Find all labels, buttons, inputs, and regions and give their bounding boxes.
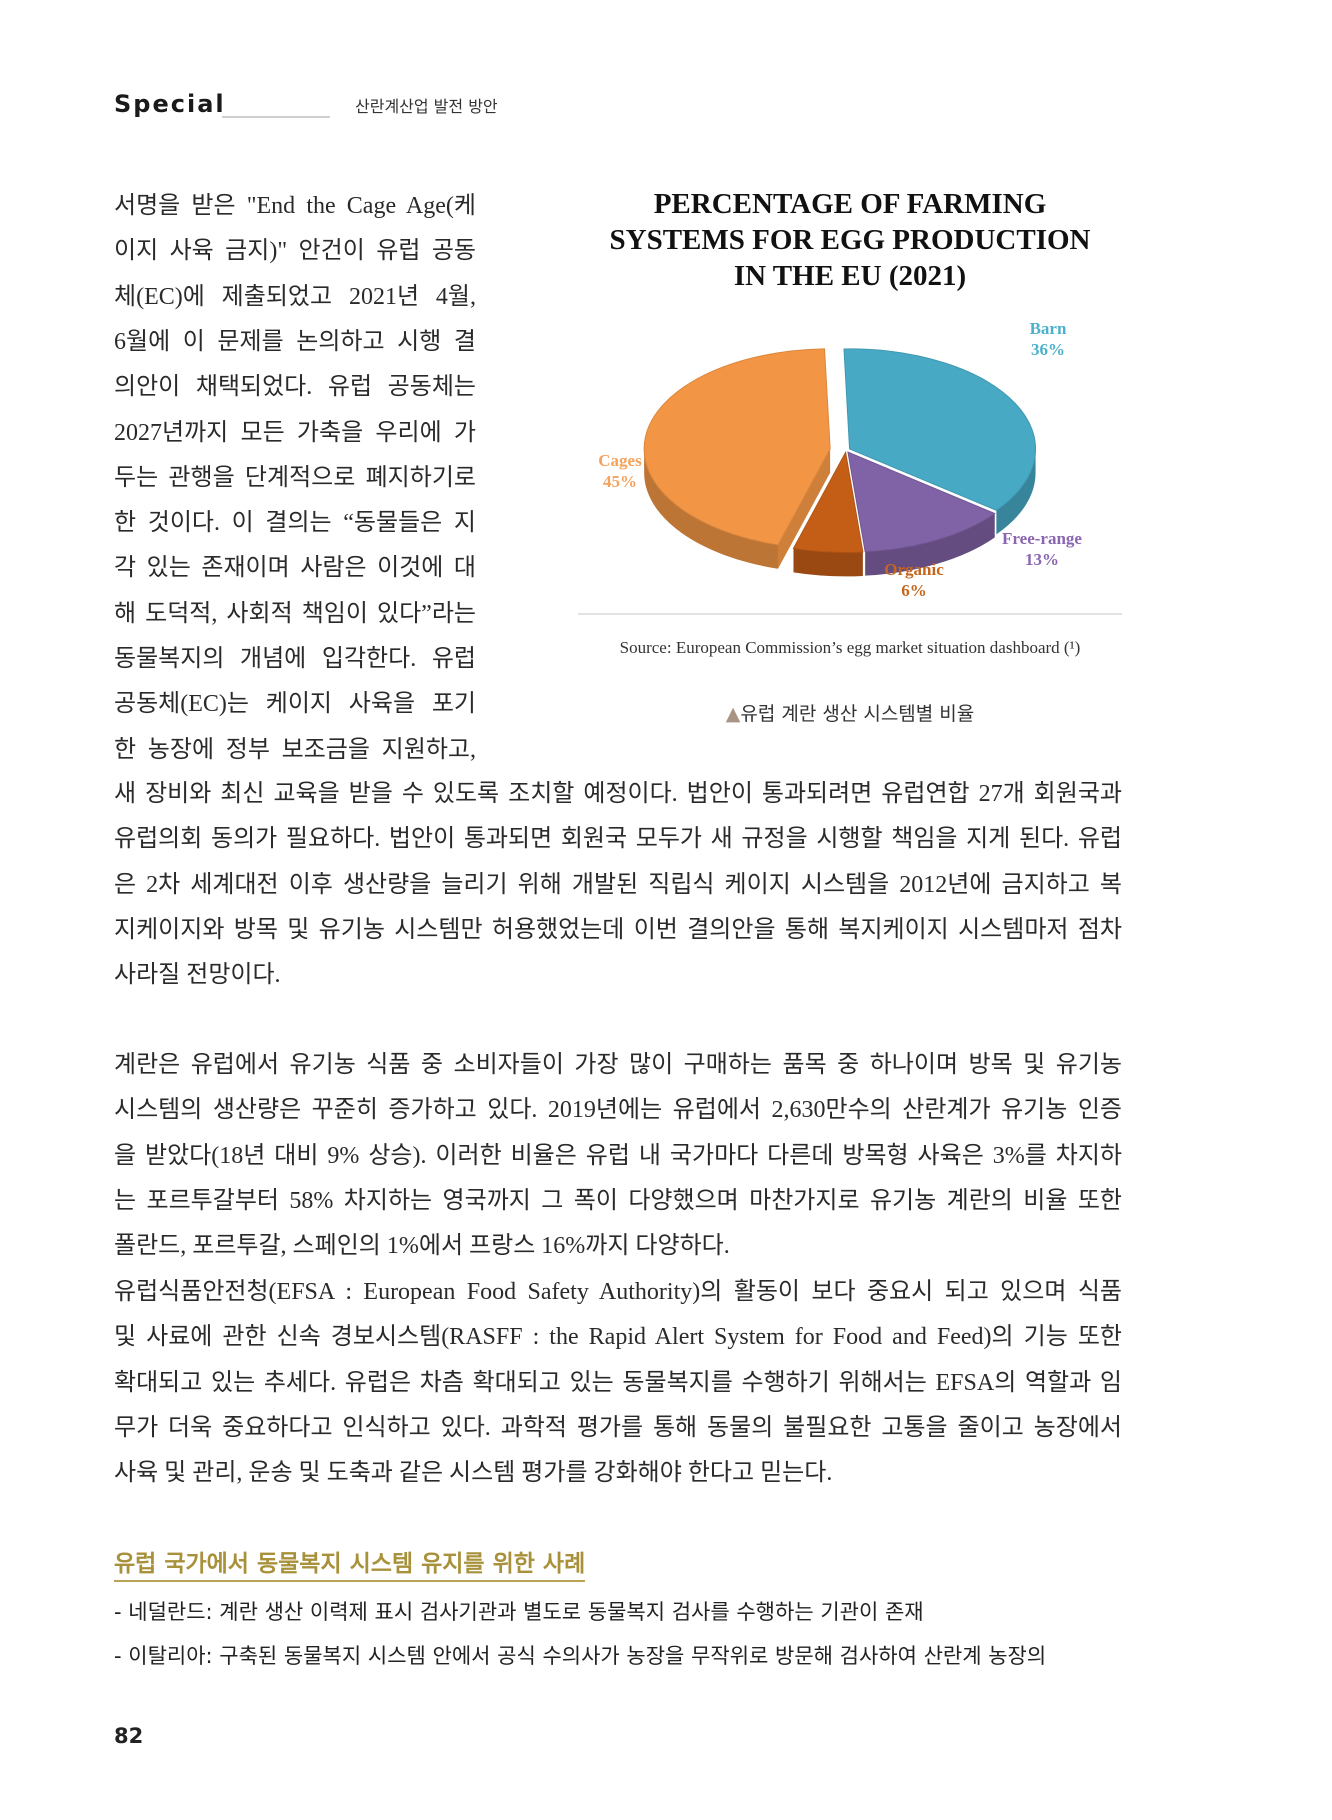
text-line: 해 도덕적, 사회적 책임이 있다”라는 <box>114 600 476 627</box>
text-line: 한 것이다. 이 결의는 “동물들은 지 <box>114 510 476 537</box>
pie-slice-wall-cages <box>777 448 831 569</box>
text-line: 6월에 이 문제를 논의하고 시행 결 <box>114 328 476 355</box>
pie-value-organic: 6% <box>901 581 927 600</box>
figure-caption: ▲유럽 계란 생산 시스템별 비율 <box>578 699 1122 726</box>
pie-value-free-range: 13% <box>1025 550 1059 569</box>
chart-source: Source: European Commission’s egg market… <box>619 638 1081 657</box>
pie-slice-side-cages <box>644 448 778 569</box>
pie-slice-side-organic <box>793 548 863 577</box>
running-header-title: 산란계산업 발전 방안 <box>355 97 498 116</box>
text-line: 지케이지와 방목 및 유기농 시스템만 허용했었는데 이번 결의안을 통해 복지… <box>114 916 1122 943</box>
page-number: 82 <box>114 1724 144 1748</box>
text-line: 새 장비와 최신 교육을 받을 수 있도록 조치할 예정이다. 법안이 통과되려… <box>114 781 1122 807</box>
figure-divider <box>578 613 1122 615</box>
pie-label-free-range: Free-range <box>1002 529 1082 548</box>
chart-title-line: IN THE EU (2021) <box>733 260 967 292</box>
chart-title: PERCENTAGE OF FARMING SYSTEMS FOR EGG PR… <box>578 186 1122 294</box>
text-line: 은 2차 세계대전 이후 생산량을 늘리기 위해 개발된 직립식 케이지 시스템… <box>114 871 1122 898</box>
text-line: 서명을 받은 "End the Cage Age(케 <box>114 193 476 219</box>
pie-label-organic: Organic <box>884 560 944 579</box>
case-item-italy: - 이탈리아: 구축된 동물복지 시스템 안에서 공식 수의사가 농장을 무작위… <box>114 1644 1047 1668</box>
text-line: 무가 더욱 중요하다고 인식하고 있다. 과학적 평가를 통해 동물의 불필요한… <box>114 1414 1122 1441</box>
text-line: 사라질 전망이다. <box>114 962 281 989</box>
text-line: 는 포르투갈부터 58% 차지하는 영국까지 그 폭이 다양했으며 마찬가지로 … <box>114 1187 1122 1214</box>
pie-slice-free-range <box>847 451 996 553</box>
triangle-up-icon: ▲ <box>725 703 741 725</box>
text-line: 각 있는 존재이며 사람은 이것에 대 <box>114 555 476 582</box>
pie-label-cages: Cages <box>598 451 642 470</box>
text-line: 공동체(EC)는 케이지 사육을 포기 <box>114 691 476 718</box>
case-item-netherlands: - 네덜란드: 계란 생산 이력제 표시 검사기관과 별도로 동물복지 검사를 … <box>114 1600 924 1624</box>
text-line: 동물복지의 개념에 입각한다. 유럽 <box>114 646 476 672</box>
pie-label-barn: Barn <box>1030 319 1067 338</box>
section-heading: 유럽 국가에서 동물복지 시스템 유지를 위한 사례 <box>114 1544 586 1582</box>
text-line: 한 농장에 정부 보조금을 지원하고, <box>114 736 476 763</box>
text-line: 을 받았다(18년 대비 9% 상승). 이러한 비율은 유럽 내 국가마다 다… <box>114 1142 1122 1169</box>
section-label: Special <box>114 90 226 118</box>
header-divider <box>222 116 330 118</box>
pie-slice-cages <box>643 348 831 546</box>
pie-slice-barn <box>843 348 1037 511</box>
text-line: 유럽의회 동의가 필요하다. 법안이 통과되면 회원국 모두가 새 규정을 시행… <box>114 826 1122 853</box>
text-line: 체(EC)에 제출되었고 2021년 4월, <box>114 283 476 310</box>
chart-title-line: PERCENTAGE OF FARMING <box>653 188 1047 220</box>
text-line: 의안이 채택되었다. 유럽 공동체는 <box>114 374 476 401</box>
pie-slice-side-barn <box>996 448 1036 535</box>
chart-title-line: SYSTEMS FOR EGG PRODUCTION <box>609 224 1091 256</box>
pie-slice-side-free-range <box>865 513 995 576</box>
text-line: 2027년까지 모든 가축을 우리에 가 <box>114 419 476 446</box>
text-line: 계란은 유럽에서 유기농 식품 중 소비자들이 가장 많이 구매하는 품목 중 … <box>114 1052 1122 1078</box>
text-line: 시스템의 생산량은 꾸준히 증가하고 있다. 2019년에는 유럽에서 2,63… <box>114 1097 1122 1124</box>
text-line: 및 사료에 관한 신속 경보시스템(RASFF : the Rapid Aler… <box>114 1324 1122 1351</box>
text-line: 이지 사육 금지)" 안건이 유럽 공동 <box>114 238 476 265</box>
text-line: 폴란드, 포르투갈, 스페인의 1%에서 프랑스 16%까지 다양하다. <box>114 1233 730 1260</box>
pie-slice-organic <box>792 450 864 553</box>
text-line: 확대되고 있는 추세다. 유럽은 차츰 확대되고 있는 동물복지를 수행하기 위… <box>114 1369 1122 1396</box>
pie-value-barn: 36% <box>1031 340 1065 359</box>
caption-text: 유럽 계란 생산 시스템별 비율 <box>740 703 975 725</box>
pie-chart: Barn 36% Free-range 13% Organic 6% Cages 45% <box>598 319 1082 600</box>
text-line: 유럽식품안전청(EFSA : European Food Safety Auth… <box>114 1279 1122 1305</box>
text-line: 사육 및 관리, 운송 및 도축과 같은 시스템 평가를 강화해야 한다고 믿는… <box>114 1460 833 1487</box>
pie-value-cages: 45% <box>603 472 637 491</box>
text-line: 두는 관행을 단계적으로 폐지하기로 <box>114 464 476 491</box>
